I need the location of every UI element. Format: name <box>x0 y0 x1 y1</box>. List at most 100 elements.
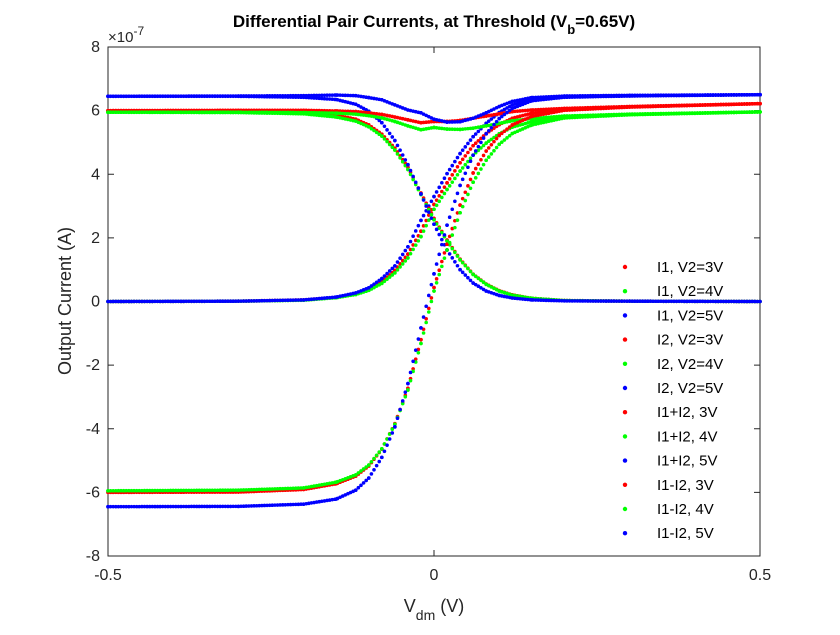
data-point-dense <box>307 110 311 115</box>
data-point-dense <box>507 133 512 138</box>
data-point-dense <box>471 272 475 277</box>
data-point-dense <box>536 298 541 302</box>
data-point-dense <box>612 94 616 99</box>
data-point-dense <box>286 110 290 115</box>
data-point-dense <box>460 148 465 152</box>
data-point-dense <box>640 104 645 109</box>
data-point-dense <box>367 111 371 115</box>
data-point-dense <box>552 115 556 119</box>
data-point-dense <box>413 348 418 352</box>
data-point-dense <box>685 93 689 98</box>
data-point-dense <box>747 110 752 114</box>
data-point-dense <box>520 108 525 113</box>
data-point-dense <box>468 177 473 182</box>
data-point-dense <box>693 103 697 108</box>
data-point-dense <box>586 299 590 303</box>
data-point-dense <box>262 298 267 303</box>
data-point-dense <box>458 169 462 173</box>
data-point-dense <box>372 111 376 116</box>
data-point-dense <box>656 93 661 98</box>
data-point-dense <box>726 110 731 115</box>
data-point-dense <box>346 93 350 98</box>
data-point-dense <box>286 93 290 98</box>
data-point-dense <box>137 94 142 99</box>
data-point-dense <box>380 120 384 125</box>
data-point-dense <box>353 473 358 477</box>
data-point-dense <box>468 156 473 161</box>
data-point-dense <box>434 280 439 285</box>
data-point-dense <box>244 504 249 508</box>
data-point-dense <box>413 357 418 361</box>
data-point-dense <box>226 110 230 115</box>
data-point-dense <box>468 138 473 142</box>
data-point-dense <box>468 147 473 151</box>
data-point-dense <box>228 299 233 304</box>
data-point-dense <box>724 299 728 304</box>
data-point-dense <box>241 94 246 98</box>
data-point-dense <box>293 93 298 98</box>
data-point-dense <box>627 112 632 117</box>
data-point-dense <box>426 210 431 214</box>
data-point-dense <box>147 504 152 509</box>
data-point-dense <box>273 110 277 115</box>
data-point-dense <box>247 94 251 98</box>
data-point-dense <box>395 152 400 156</box>
data-point-dense <box>351 93 355 98</box>
data-point-dense <box>447 127 452 131</box>
data-point-dense <box>481 162 486 167</box>
y-tick-label: -2 <box>86 357 100 374</box>
data-point-dense <box>400 399 405 403</box>
data-point-dense <box>687 103 692 108</box>
data-point-dense <box>682 103 687 108</box>
data-point-dense <box>288 93 293 98</box>
data-point-dense <box>450 127 455 132</box>
data-point-dense <box>750 102 754 106</box>
series-11 <box>106 110 762 493</box>
data-point-dense <box>400 258 405 263</box>
data-point-dense <box>609 106 614 110</box>
data-point-dense <box>463 162 468 167</box>
data-point-dense <box>666 299 671 304</box>
data-point-dense <box>640 299 645 304</box>
data-point-dense <box>416 337 421 341</box>
data-point-dense <box>672 104 676 108</box>
data-point-dense <box>158 504 162 509</box>
data-point-dense <box>231 94 235 98</box>
data-point-dense <box>220 488 225 493</box>
x-axis-label-subscript: dm <box>416 607 435 623</box>
data-point-dense <box>445 248 449 252</box>
data-point-dense <box>134 110 139 115</box>
data-point-dense <box>189 488 194 493</box>
data-point-dense <box>106 488 110 493</box>
data-point-dense <box>406 244 410 249</box>
data-point-dense <box>382 137 387 141</box>
data-point-dense <box>507 104 512 109</box>
data-point-dense <box>567 95 572 99</box>
data-point-dense <box>205 110 209 115</box>
data-point-dense <box>419 341 423 346</box>
data-point-dense <box>132 504 136 509</box>
data-point-dense <box>247 504 251 508</box>
data-point-dense <box>593 94 598 99</box>
data-point-dense <box>693 111 697 116</box>
data-point-dense <box>429 299 434 304</box>
data-point-dense <box>552 96 556 101</box>
data-point-dense <box>473 282 478 287</box>
data-point-dense <box>184 488 189 493</box>
legend-entry-label: I1-I2, 3V <box>657 477 714 494</box>
data-point-dense <box>440 242 444 247</box>
data-point-dense <box>150 299 155 304</box>
data-point-dense <box>119 488 123 493</box>
data-point-dense <box>314 296 319 301</box>
legend-marker <box>622 531 628 536</box>
data-point-dense <box>458 267 462 272</box>
data-point-dense <box>476 144 481 149</box>
data-point-dense <box>463 127 468 131</box>
data-point-dense <box>119 110 123 115</box>
data-point-dense <box>361 467 366 471</box>
data-point-dense <box>262 110 267 115</box>
data-point-dense <box>228 504 233 509</box>
data-point-dense <box>453 127 457 132</box>
data-point-dense <box>455 127 460 132</box>
data-point-dense <box>121 110 126 115</box>
